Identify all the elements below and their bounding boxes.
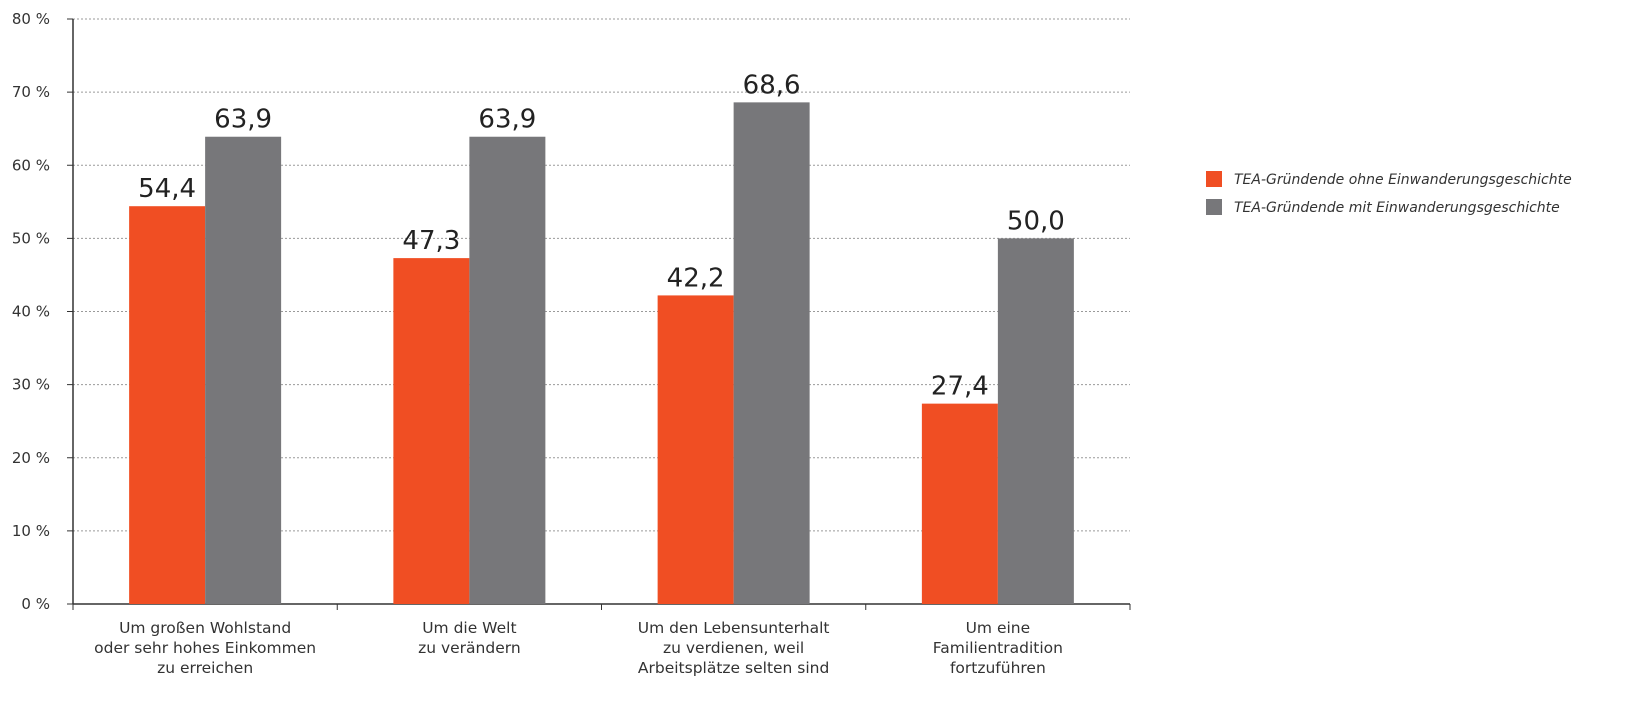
data-label: 68,6 <box>743 70 801 100</box>
bar <box>469 136 546 604</box>
legend-swatch <box>1206 171 1222 187</box>
data-label: 63,9 <box>478 105 536 135</box>
y-tick-label: 70 % <box>12 83 50 101</box>
category-label: fortzuführen <box>950 659 1046 677</box>
y-tick-label: 0 % <box>21 595 50 613</box>
category-label: Um die Welt <box>422 619 516 637</box>
category-label: Arbeitsplätze selten sind <box>638 659 829 677</box>
y-tick-label: 20 % <box>12 449 50 467</box>
legend-swatch <box>1206 199 1222 215</box>
data-label: 42,2 <box>667 263 725 293</box>
y-tick-label: 10 % <box>12 522 50 540</box>
category-label: oder sehr hohes Einkommen <box>94 639 316 657</box>
bar <box>921 403 998 604</box>
data-label: 50,0 <box>1007 206 1065 236</box>
data-label: 63,9 <box>214 105 272 135</box>
category-label: Um den Lebensunterhalt <box>638 619 830 637</box>
legend-entry: TEA-Gründende mit Einwanderungsgeschicht… <box>1234 200 1560 216</box>
bar <box>129 206 206 604</box>
category-label: Um eine <box>966 619 1031 637</box>
bar <box>205 136 282 604</box>
y-tick-label: 80 % <box>12 10 50 28</box>
y-tick-label: 50 % <box>12 229 50 247</box>
data-label: 27,4 <box>931 372 989 402</box>
category-label: zu verändern <box>418 639 521 657</box>
y-tick-label: 60 % <box>12 156 50 174</box>
y-tick-label: 30 % <box>12 376 50 394</box>
legend-entry: TEA-Gründende ohne Einwanderungsgeschich… <box>1234 172 1572 188</box>
category-label: Familientradition <box>933 639 1063 657</box>
category-label: zu verdienen, weil <box>663 639 804 657</box>
category-label: zu erreichen <box>157 659 253 677</box>
data-label: 47,3 <box>402 226 460 256</box>
category-label: Um großen Wohlstand <box>119 619 291 637</box>
bar <box>997 238 1074 604</box>
bar <box>393 258 470 604</box>
y-tick-label: 40 % <box>12 303 50 321</box>
bar <box>733 102 810 605</box>
data-label: 54,4 <box>138 174 196 204</box>
bar <box>657 295 734 604</box>
